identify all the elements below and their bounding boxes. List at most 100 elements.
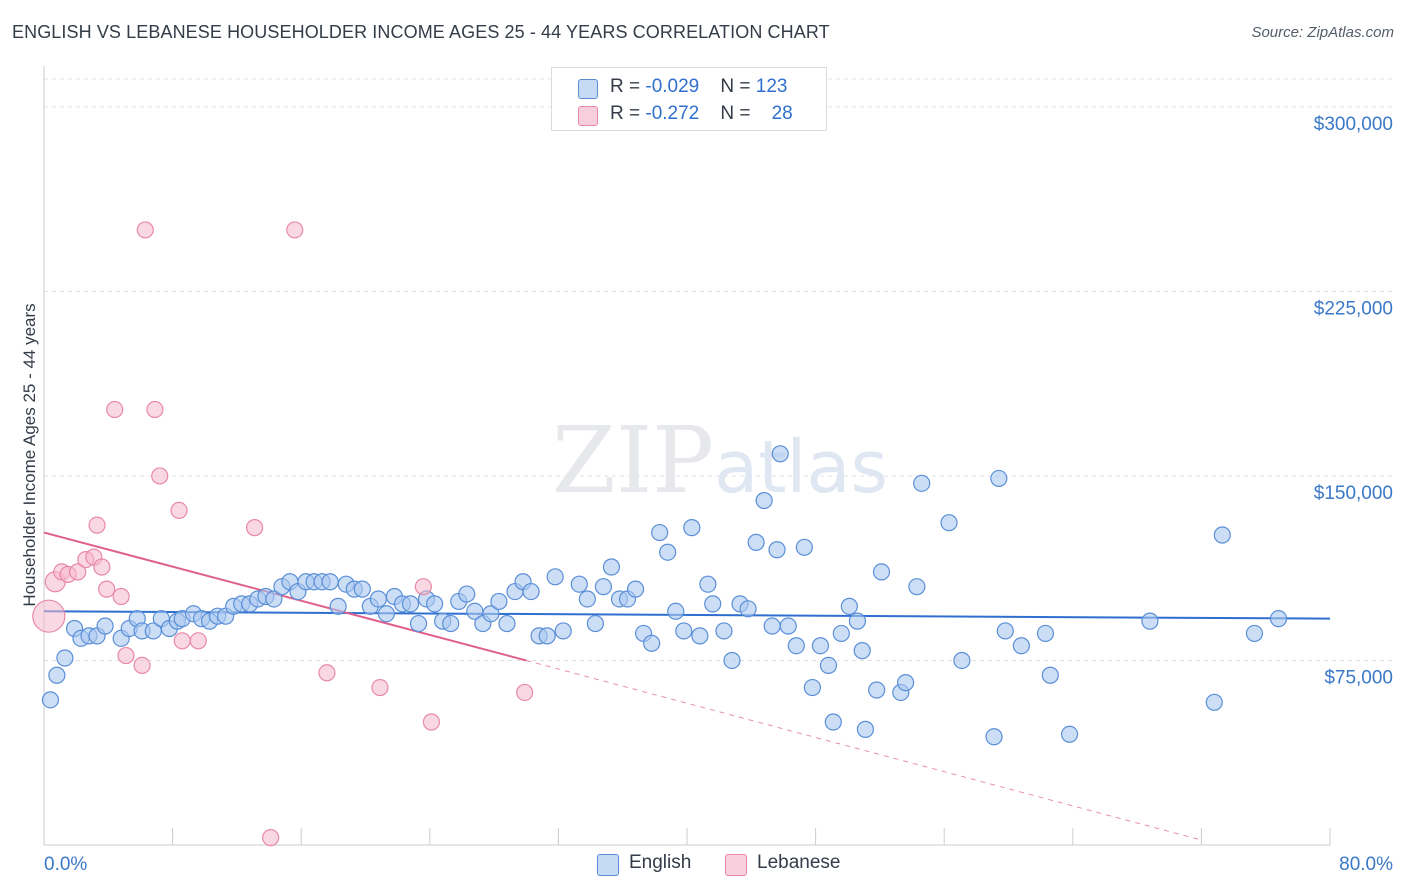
- english-point: [538, 627, 556, 645]
- lebanese-point: [189, 632, 207, 650]
- english-point: [715, 622, 733, 640]
- lebanese-point: [286, 221, 304, 239]
- lebanese-point: [32, 599, 66, 633]
- english-point: [1269, 610, 1288, 628]
- english-point: [1041, 666, 1059, 684]
- english-point: [819, 656, 838, 674]
- lebanese-trend-line: [43, 531, 527, 662]
- lebanese-trend-extension: [526, 659, 1202, 841]
- english-point: [96, 617, 114, 635]
- bottom-legend-lebanese-label: Lebanese: [757, 852, 841, 873]
- english-point: [868, 681, 886, 699]
- watermark: ZIPatlas: [552, 407, 888, 514]
- english-point: [755, 491, 773, 510]
- legend-r-label: R =: [610, 76, 646, 97]
- lebanese-point: [146, 400, 164, 419]
- english-point: [321, 573, 339, 591]
- english-point: [667, 602, 685, 620]
- english-point: [856, 720, 875, 738]
- english-point: [369, 590, 387, 608]
- english-point: [442, 614, 460, 633]
- english-point: [739, 600, 757, 618]
- legend-n-value-lebanese: 28: [771, 103, 793, 124]
- english-point: [377, 605, 395, 623]
- english-point: [683, 519, 701, 537]
- english-point: [832, 624, 850, 643]
- lebanese-point: [262, 829, 280, 847]
- lebanese-point: [414, 578, 432, 596]
- english-point: [897, 674, 915, 692]
- lebanese-swatch: [578, 106, 598, 126]
- english-point: [578, 590, 596, 608]
- english-point: [940, 514, 958, 532]
- english-point: [691, 627, 709, 645]
- axis-labels: $75,000 $150,000 $225,000 $300,000 0.0% 80.0%…: [20, 114, 1393, 875]
- x-tick-label: 80.0%: [1339, 854, 1393, 875]
- english-point: [803, 678, 821, 697]
- english-point: [699, 575, 717, 593]
- lebanese-point: [106, 400, 124, 419]
- english-point: [651, 523, 669, 542]
- axes: [43, 66, 1331, 846]
- english-point: [659, 543, 677, 561]
- english-point: [458, 585, 476, 603]
- english-point: [704, 595, 722, 613]
- english-point: [482, 605, 500, 623]
- lebanese-point: [88, 516, 106, 534]
- lebanese-point: [136, 221, 154, 239]
- english-point: [853, 642, 871, 660]
- english-point: [490, 592, 508, 611]
- english-point: [546, 568, 564, 586]
- english-point: [771, 445, 789, 463]
- lebanese-point: [112, 587, 130, 606]
- english-point: [522, 582, 540, 601]
- lebanese-point: [133, 656, 151, 674]
- english-point: [763, 617, 781, 635]
- english-point: [265, 590, 283, 608]
- lebanese-point: [371, 678, 389, 697]
- x-tick-label: 0.0%: [44, 854, 87, 875]
- english-point: [48, 666, 66, 684]
- english-point: [1012, 637, 1030, 655]
- english-point: [586, 614, 604, 633]
- english-point: [1036, 624, 1055, 643]
- english-points: [41, 445, 1288, 746]
- english-point: [872, 563, 891, 581]
- english-point: [602, 558, 621, 576]
- english-swatch: [578, 79, 598, 99]
- english-point: [848, 612, 866, 630]
- lebanese-point: [318, 664, 336, 682]
- legend-r-label: R =: [610, 103, 646, 124]
- lebanese-points: [32, 221, 534, 847]
- english-point: [824, 713, 842, 731]
- y-axis-label: Householder Income Ages 25 - 44 years: [20, 303, 39, 606]
- legend-n-label: N =: [720, 103, 756, 124]
- english-swatch: [597, 854, 619, 876]
- lebanese-point: [69, 563, 87, 581]
- legend-n-value-english: 123: [755, 76, 788, 97]
- english-point: [768, 541, 786, 559]
- legend-n-label: N =: [720, 76, 756, 97]
- lebanese-point: [422, 713, 441, 731]
- english-point: [1141, 612, 1159, 630]
- lebanese-point: [98, 580, 116, 598]
- english-point: [996, 622, 1014, 640]
- lebanese-point: [516, 683, 534, 702]
- legend-r-value-lebanese: -0.272: [645, 103, 700, 124]
- lebanese-point: [245, 519, 264, 537]
- english-point: [723, 651, 741, 670]
- english-point: [811, 637, 830, 655]
- correlation-legend: R = -0.029 N = 123 R = -0.272 N = 28: [551, 67, 827, 131]
- y-tick-label: $150,000: [1314, 483, 1393, 504]
- english-point: [795, 538, 813, 556]
- trend-lines: [43, 531, 1331, 841]
- english-point: [56, 649, 74, 667]
- english-point: [353, 580, 371, 598]
- legend-r-value-english: -0.029: [645, 76, 700, 97]
- english-point: [594, 578, 613, 596]
- lebanese-point: [93, 558, 111, 576]
- english-point: [626, 580, 645, 598]
- english-point: [840, 597, 858, 615]
- y-tick-label: $75,000: [1324, 667, 1393, 688]
